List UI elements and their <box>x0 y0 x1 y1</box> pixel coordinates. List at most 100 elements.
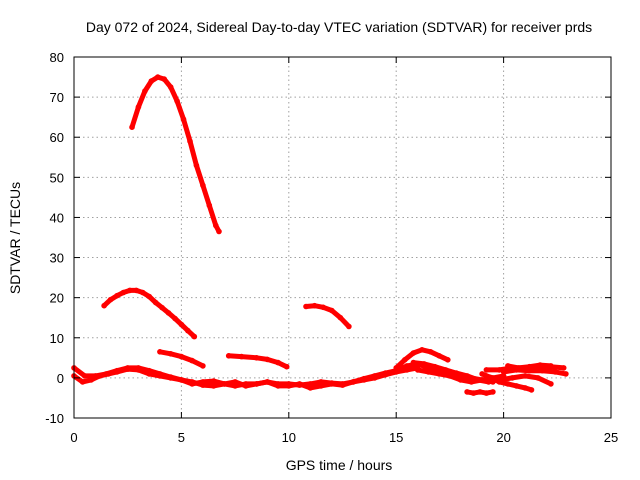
data-point <box>167 375 174 381</box>
data-point <box>174 98 180 104</box>
data-point <box>135 367 142 373</box>
y-tick-label: 70 <box>50 90 64 105</box>
data-point <box>552 369 558 375</box>
data-point <box>470 390 477 396</box>
data-point <box>187 138 193 144</box>
y-tick-label: 30 <box>50 251 64 266</box>
data-point <box>311 302 318 309</box>
series-base-b <box>71 365 421 391</box>
data-point <box>436 371 443 377</box>
data-point <box>264 356 271 363</box>
data-point <box>421 361 427 367</box>
series-group <box>71 74 569 396</box>
data-point <box>296 381 303 387</box>
data-point <box>172 315 178 322</box>
x-tick-label: 20 <box>496 430 510 445</box>
x-tick-label: 15 <box>389 430 403 445</box>
data-point <box>178 377 185 383</box>
data-point <box>283 363 290 370</box>
data-point <box>320 304 327 311</box>
y-tick-label: 0 <box>57 371 64 386</box>
data-point <box>445 357 451 363</box>
data-point <box>159 304 165 311</box>
data-point <box>81 373 88 379</box>
data-point <box>479 377 485 383</box>
data-point <box>191 333 198 340</box>
data-point <box>477 389 483 395</box>
data-point <box>225 353 232 359</box>
data-point <box>193 162 200 169</box>
data-point <box>286 383 292 389</box>
data-point <box>329 307 335 314</box>
data-point <box>307 385 314 391</box>
data-point <box>165 310 172 316</box>
data-point <box>468 379 475 385</box>
data-point <box>133 287 140 294</box>
data-point <box>490 389 496 395</box>
data-point <box>135 104 142 110</box>
data-point <box>560 365 567 371</box>
data-point <box>382 371 389 378</box>
data-point <box>189 379 195 385</box>
data-point <box>105 371 112 377</box>
data-point <box>97 373 103 379</box>
grid <box>74 57 611 418</box>
data-point <box>167 351 174 357</box>
data-point <box>402 357 408 363</box>
data-point <box>124 366 131 372</box>
data-point <box>479 371 485 377</box>
data-point <box>483 390 490 396</box>
data-point <box>522 385 528 391</box>
data-point <box>563 371 569 377</box>
data-point <box>264 379 271 385</box>
data-point <box>318 383 324 389</box>
data-point <box>457 377 464 383</box>
data-point <box>101 302 107 309</box>
data-point <box>142 88 148 94</box>
data-point <box>221 381 228 387</box>
data-point <box>371 375 378 381</box>
data-point <box>146 371 152 377</box>
data-point <box>537 362 543 368</box>
data-point <box>88 377 94 383</box>
y-axis-label: SDTVAR / TECUs <box>7 182 23 294</box>
data-point <box>200 382 206 388</box>
data-point <box>528 387 535 393</box>
data-point <box>152 299 159 306</box>
data-point <box>146 293 152 300</box>
y-tick-label: -10 <box>45 411 64 426</box>
data-point <box>496 367 503 373</box>
data-point <box>303 303 309 310</box>
data-point <box>114 292 120 299</box>
data-point <box>526 363 533 370</box>
data-point <box>157 349 163 355</box>
y-tick-label: 50 <box>50 170 64 185</box>
data-point <box>513 383 520 389</box>
data-point <box>419 347 425 353</box>
data-point <box>275 359 281 366</box>
data-point <box>243 383 249 389</box>
data-point <box>427 349 434 355</box>
data-point <box>180 116 187 122</box>
x-tick-label: 5 <box>178 430 185 445</box>
data-point <box>548 363 554 369</box>
data-point <box>161 76 167 82</box>
data-point <box>447 373 453 379</box>
chart-title: Day 072 of 2024, Sidereal Day-to-day VTE… <box>86 19 592 35</box>
data-point <box>496 377 503 383</box>
x-tick-label: 10 <box>282 430 296 445</box>
data-point <box>509 375 515 381</box>
data-point <box>505 381 511 387</box>
x-tick-label: 25 <box>604 430 618 445</box>
data-point <box>206 202 213 209</box>
y-tick-label: 20 <box>50 291 64 306</box>
data-point <box>200 182 206 189</box>
data-point <box>500 369 507 375</box>
data-point <box>329 381 335 387</box>
data-point <box>453 370 460 376</box>
data-point <box>253 381 260 387</box>
x-tick-label: 0 <box>70 430 77 445</box>
data-point <box>337 314 344 321</box>
data-point <box>361 377 367 383</box>
data-point <box>539 367 546 374</box>
